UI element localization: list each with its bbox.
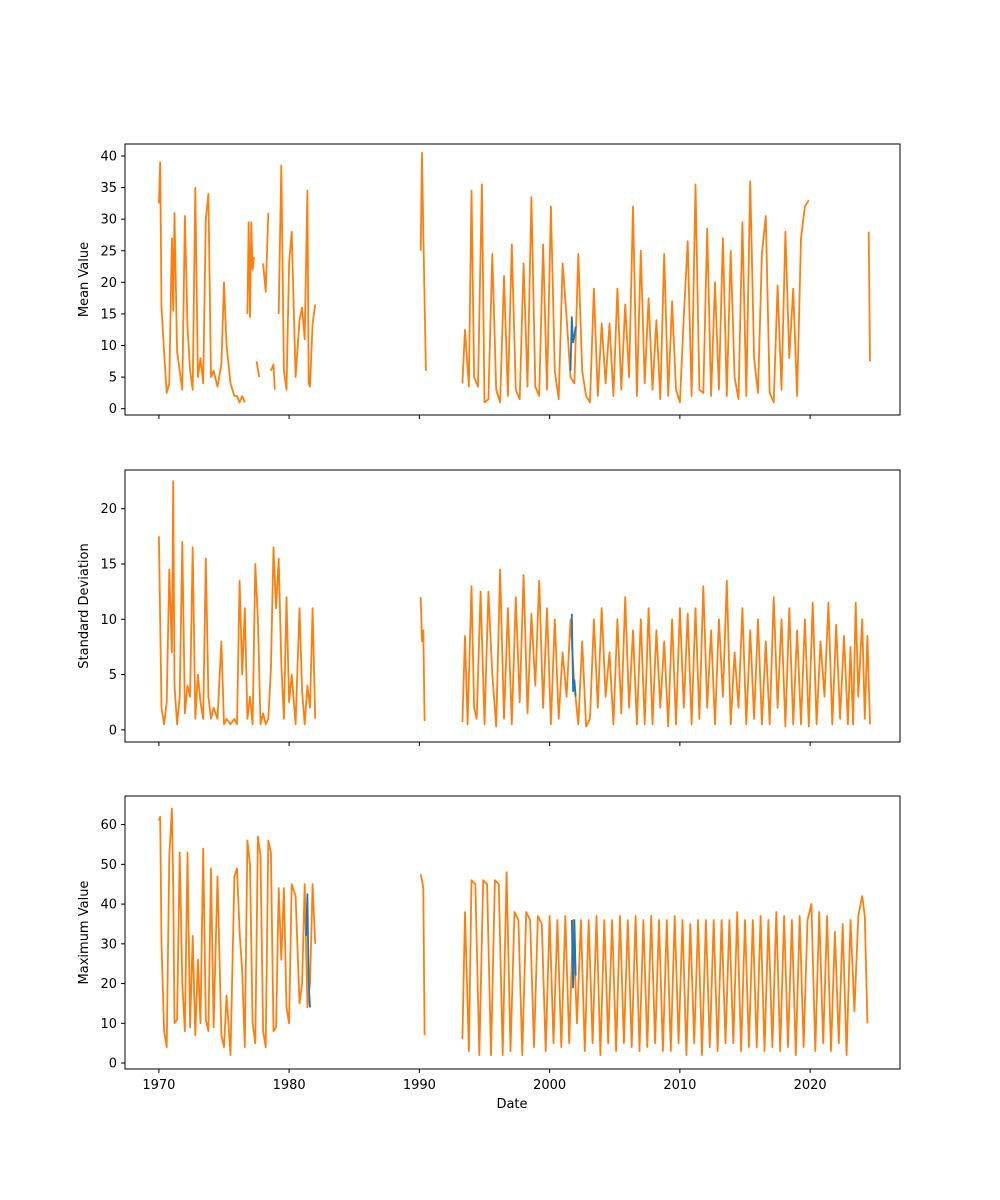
series-line-segment [277, 164, 317, 391]
x-tick-label: 1980 [273, 1078, 306, 1093]
x-tick-label: 1970 [142, 1078, 175, 1093]
subplot-3: 0 10 20 30 40 50 60 Maximum Value [77, 795, 901, 1073]
x-tick-label: 1990 [403, 1078, 436, 1093]
y-tick-label: 40 [100, 150, 117, 165]
series-line-segment [270, 363, 276, 390]
y-tick-label: 60 [100, 818, 117, 833]
x-axis-label: Date [496, 1097, 527, 1112]
x-tick-label: 2020 [794, 1078, 827, 1093]
shared-x-axis: 1970 1980 1990 2000 2010 2020 [142, 1078, 826, 1093]
y-tick-label: 25 [100, 244, 117, 259]
series-line-segment [255, 361, 261, 378]
series-2 [158, 151, 871, 404]
y-axis-label: Mean Value [77, 242, 92, 317]
y-tick-label: 0 [109, 1057, 117, 1072]
series-1 [305, 893, 577, 1008]
series-1 [570, 613, 577, 697]
y-tick-label: 10 [100, 1017, 117, 1032]
series-line-segment [419, 874, 426, 1036]
series-line-segment [246, 221, 255, 319]
x-tick-label: 2010 [663, 1078, 696, 1093]
series-line-segment [570, 919, 577, 989]
y-tick-label: 20 [100, 977, 117, 992]
series-line-segment [461, 871, 869, 1056]
series-line-segment [570, 613, 577, 697]
y-tick-label: 40 [100, 898, 117, 913]
series-2 [158, 480, 871, 728]
series-line-segment [569, 316, 577, 371]
series-line-segment [305, 893, 311, 1008]
series-line-segment [158, 807, 317, 1056]
y-tick-label: 10 [100, 339, 117, 354]
series-line-segment [461, 568, 871, 728]
y-tick-label: 15 [100, 557, 117, 572]
subplot-1: 0 5 10 15 20 25 30 35 40 Mean Value [77, 143, 901, 419]
series-line-segment [419, 151, 427, 371]
y-tick-label: 5 [109, 668, 117, 683]
series-line-segment [158, 480, 317, 726]
y-tick-label: 35 [100, 181, 117, 196]
y-axis-label: Standard Deviation [77, 543, 92, 668]
series-line-segment [461, 180, 810, 404]
axes-frame [124, 143, 901, 416]
y-tick-label: 5 [109, 371, 117, 386]
series-line-segment [158, 161, 246, 404]
series-line-segment [867, 231, 871, 362]
series-2 [158, 807, 869, 1056]
y-tick-label: 20 [100, 502, 117, 517]
y-tick-label: 50 [100, 858, 117, 873]
axes-frame [124, 469, 901, 743]
series-1 [569, 316, 577, 371]
subplot-2: 0 5 10 15 20 Standard Deviation [77, 469, 901, 746]
series-line-segment [262, 212, 270, 293]
y-tick-label: 20 [100, 276, 117, 291]
y-tick-label: 0 [109, 723, 117, 738]
series-line-segment [419, 597, 426, 722]
y-tick-label: 10 [100, 613, 117, 628]
y-tick-label: 0 [109, 402, 117, 417]
x-tick-label: 2000 [533, 1078, 566, 1093]
y-tick-label: 15 [100, 307, 117, 322]
y-tick-label: 30 [100, 937, 117, 952]
axes-frame [124, 795, 901, 1070]
y-axis-label: Maximum Value [77, 881, 92, 985]
y-tick-label: 30 [100, 213, 117, 228]
